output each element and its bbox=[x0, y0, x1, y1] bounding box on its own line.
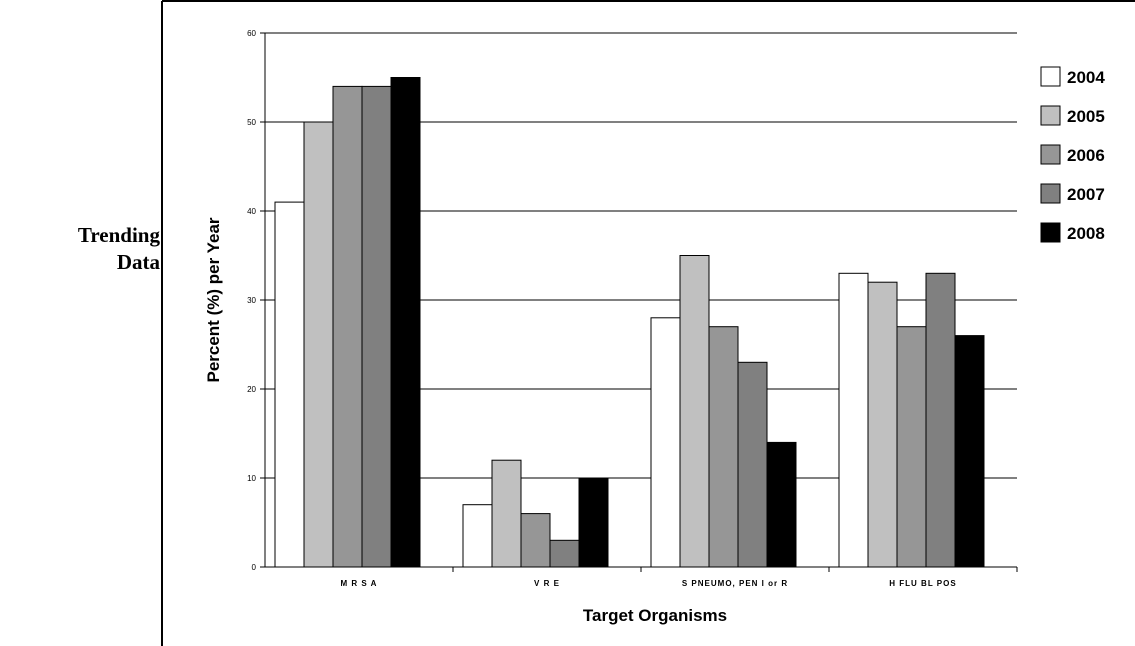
legend-label: 2007 bbox=[1067, 185, 1105, 204]
axes: 0 10 20 30 40 50 60 M R S A V R E S PNEUMO, PEN I… bbox=[247, 29, 1018, 588]
bar-2005-1 bbox=[491, 459, 522, 568]
legend-swatch-2006 bbox=[1040, 144, 1061, 165]
side-label-line2: Data bbox=[116, 250, 160, 274]
bar-2007-0 bbox=[361, 85, 392, 568]
bar-2008-1 bbox=[578, 477, 609, 568]
legend: 2004 2005 2006 2007 2008 bbox=[1040, 66, 1105, 243]
legend-label: 2008 bbox=[1067, 224, 1105, 243]
legend-swatch-2007 bbox=[1040, 183, 1061, 204]
side-label-line1: Trending bbox=[77, 223, 160, 247]
x-tick-label: V R E bbox=[534, 579, 560, 588]
bar-2004-2 bbox=[650, 317, 681, 568]
bar-2005-3 bbox=[867, 281, 898, 568]
y-tick-label: 20 bbox=[247, 385, 256, 394]
x-axis-label: Target Organisms bbox=[583, 606, 727, 625]
y-tick-label: 50 bbox=[247, 118, 256, 127]
legend-swatch-2008 bbox=[1040, 222, 1061, 243]
legend-label: 2005 bbox=[1067, 107, 1105, 126]
y-tick-label: 30 bbox=[247, 296, 256, 305]
bar-2006-3 bbox=[896, 326, 927, 568]
bar-2006-0 bbox=[332, 85, 363, 568]
bar-2004-3 bbox=[838, 272, 869, 568]
legend-swatch-2004 bbox=[1040, 66, 1061, 87]
legend-swatch-2005 bbox=[1040, 105, 1061, 126]
x-tick-label: H FLU BL POS bbox=[889, 579, 956, 588]
bar-2008-2 bbox=[766, 441, 797, 568]
y-tick-label: 10 bbox=[247, 474, 256, 483]
x-tick-label: S PNEUMO, PEN I or R bbox=[682, 579, 788, 588]
bar-2005-0 bbox=[303, 121, 334, 568]
bar-2006-1 bbox=[520, 513, 551, 568]
bar-2004-0 bbox=[274, 201, 305, 568]
bar-2005-2 bbox=[679, 255, 710, 568]
y-tick-label: 40 bbox=[247, 207, 256, 216]
side-label: Trending Data bbox=[40, 222, 160, 276]
y-tick-label: 60 bbox=[247, 29, 256, 38]
bar-2004-1 bbox=[462, 504, 493, 568]
legend-label: 2006 bbox=[1067, 146, 1105, 165]
bar-2007-2 bbox=[737, 361, 768, 568]
y-tick-label: 0 bbox=[252, 563, 257, 572]
y-axis-label: Percent (%) per Year bbox=[204, 217, 223, 382]
bar-2008-0 bbox=[390, 77, 421, 568]
legend-label: 2004 bbox=[1067, 68, 1105, 87]
bar-2006-2 bbox=[708, 326, 739, 568]
bar-2008-3 bbox=[954, 335, 985, 568]
bar-2007-3 bbox=[925, 272, 956, 568]
bar-2007-1 bbox=[549, 539, 580, 568]
x-tick-label: M R S A bbox=[341, 579, 378, 588]
bars bbox=[274, 77, 985, 568]
